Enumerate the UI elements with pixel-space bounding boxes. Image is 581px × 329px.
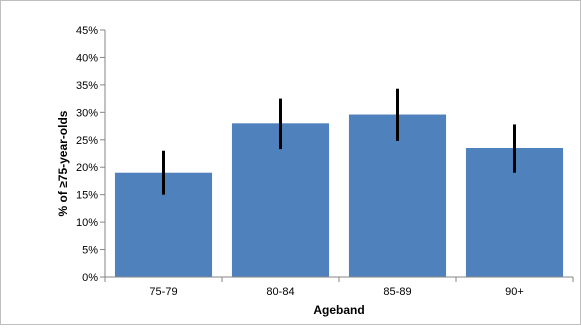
x-axis: 75-79 80-84 85-89 90+ <box>104 276 574 298</box>
y-tick-label: 5% <box>82 245 98 257</box>
x-axis-title: Ageband <box>313 303 364 317</box>
y-axis-title: % of ≥75-year-olds <box>56 110 70 216</box>
x-tick-label: 80-84 <box>266 286 294 298</box>
x-tick-label: 90+ <box>505 286 524 298</box>
y-tick-label: 35% <box>76 80 98 92</box>
y-tick-label: 30% <box>76 107 98 119</box>
y-tick-label: 45% <box>76 25 98 37</box>
y-tick-label: 15% <box>76 190 98 202</box>
x-tick-label: 75-79 <box>149 286 177 298</box>
bar-85-89 <box>348 114 447 277</box>
bars <box>114 114 564 277</box>
x-tick-label: 85-89 <box>383 286 411 298</box>
y-tick-label: 10% <box>76 217 98 229</box>
error-bars <box>162 88 516 195</box>
y-axis: 0% 5% 10% 15% 20% 25% 30% 35% 40% 45% <box>76 25 106 284</box>
y-tick-label: 40% <box>76 52 98 64</box>
bar-chart: 0% 5% 10% 15% 20% 25% 30% 35% 40% 45% 75-79 80-84 8… <box>56 25 574 317</box>
y-tick-label: 25% <box>76 135 98 147</box>
y-tick-label: 0% <box>82 272 98 284</box>
y-tick-label: 20% <box>76 162 98 174</box>
